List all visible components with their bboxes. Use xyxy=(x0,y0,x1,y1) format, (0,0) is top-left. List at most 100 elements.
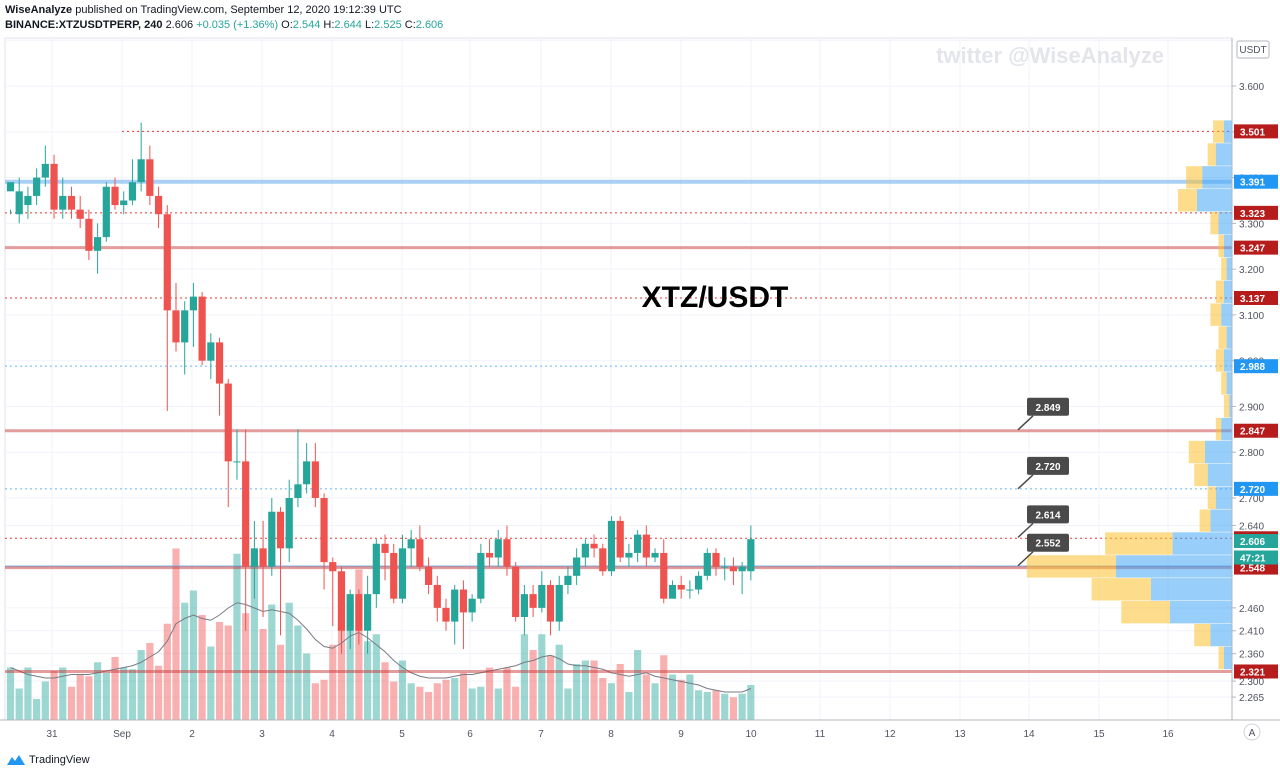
low-value: 2.525 xyxy=(374,19,402,31)
volume-bar xyxy=(564,688,572,720)
volume-profile-down xyxy=(1223,120,1232,143)
callout-box xyxy=(1027,505,1069,524)
candle-body xyxy=(67,195,76,210)
price-tag-label: 2.606 xyxy=(1240,537,1265,548)
candle-body xyxy=(721,566,729,568)
candle-body xyxy=(285,498,293,549)
volume-profile-down xyxy=(1172,532,1232,555)
candle-body xyxy=(337,571,346,631)
candle-body xyxy=(694,575,703,590)
time-tick-label: 13 xyxy=(954,729,966,740)
volume-bar xyxy=(459,672,468,720)
price-tag-box xyxy=(1234,550,1278,565)
candle-body xyxy=(355,594,363,631)
callout-label: 2.552 xyxy=(1035,539,1060,550)
published-text: published on TradingView.com, September … xyxy=(75,4,402,16)
volume-bar xyxy=(311,683,319,720)
price-tag-box xyxy=(1234,664,1278,679)
candle-body xyxy=(494,539,502,558)
candle-body xyxy=(364,594,372,631)
watermark-layer: twitter @WiseAnalyze xyxy=(936,43,1164,68)
volume-profile-up xyxy=(1218,646,1224,670)
candle-body xyxy=(198,296,206,361)
candle-body xyxy=(242,461,250,567)
candle-body xyxy=(529,594,537,608)
price-tick-label: 2.360 xyxy=(1239,650,1264,661)
volume-bar xyxy=(233,553,241,720)
low-label: L: xyxy=(364,19,375,31)
candle-body xyxy=(6,182,15,192)
candle-body xyxy=(546,584,555,622)
price-chart[interactable]: twitter @WiseAnalyze 2.849 2.720 2.614 2.55… xyxy=(0,0,1280,752)
volume-bar xyxy=(529,650,537,720)
candle-body xyxy=(442,607,450,622)
price-tag-box xyxy=(1234,290,1278,305)
volume-profile-down xyxy=(1115,555,1232,578)
callout-box xyxy=(1027,397,1069,416)
auto-scale-button[interactable]: A xyxy=(1243,723,1261,741)
volume-bar xyxy=(172,548,180,720)
volume-bar xyxy=(24,667,32,720)
candle-body xyxy=(59,195,67,210)
volume-bar xyxy=(494,688,502,720)
publisher-name[interactable]: WiseAnalyze xyxy=(5,4,73,16)
candle-body xyxy=(538,584,546,608)
price-tag-label: 3.391 xyxy=(1240,178,1265,189)
currency-badge[interactable]: USDT xyxy=(1236,40,1270,59)
volume-bar xyxy=(581,660,589,720)
volume-bar xyxy=(59,667,67,720)
volume-ma-polyline xyxy=(10,602,752,693)
volume-bar xyxy=(137,650,145,720)
price-tag-box xyxy=(1234,124,1278,139)
candle-body xyxy=(625,552,633,558)
volume-bar xyxy=(729,697,738,720)
footer-brand[interactable]: TradingView xyxy=(29,754,90,766)
close-label: C: xyxy=(404,19,416,31)
volume-bar xyxy=(607,683,616,720)
price-tick-label: 2.265 xyxy=(1239,693,1264,704)
volume-profile-down xyxy=(1229,395,1232,418)
candle-body xyxy=(599,548,607,572)
candle-body xyxy=(512,566,520,618)
volume-bar xyxy=(503,667,511,720)
candle-body xyxy=(15,191,23,215)
volume-bar xyxy=(546,655,555,720)
volume-bar xyxy=(512,686,520,720)
volume-bar xyxy=(677,679,685,720)
volume-bar xyxy=(590,660,598,720)
volume-profile-up xyxy=(1178,189,1197,212)
price-tag-label: 3.137 xyxy=(1240,294,1265,305)
volume-profile xyxy=(1026,120,1232,670)
candle-body xyxy=(94,237,102,251)
price-tag-label: 3.501 xyxy=(1240,127,1265,138)
symbol-name[interactable]: BINANCE:XTZUSDTPERP, 240 xyxy=(5,19,163,31)
volume-profile-down xyxy=(1221,303,1232,326)
candle-body xyxy=(459,589,468,613)
time-tick-label: 6 xyxy=(467,729,473,740)
candle-body xyxy=(41,163,49,178)
price-tick-label: 3.300 xyxy=(1239,219,1264,230)
candle-body xyxy=(111,186,119,206)
candle-body xyxy=(189,296,198,311)
volume-bar xyxy=(120,667,128,720)
candle-body xyxy=(215,342,224,384)
volume-profile-down xyxy=(1218,211,1232,235)
volume-bar xyxy=(6,667,15,720)
time-tick-label: 3 xyxy=(259,729,265,740)
volume-ma-line xyxy=(10,602,752,693)
candle-body xyxy=(50,163,58,210)
candle-body xyxy=(651,552,659,558)
volume-profile-down xyxy=(1221,417,1232,441)
volume-profile-up xyxy=(1207,486,1216,509)
price-tag-label: 47:21 xyxy=(1240,554,1266,565)
price-tick-label: 2.460 xyxy=(1239,604,1264,615)
price-tag-box xyxy=(1234,359,1278,374)
volume-bar xyxy=(477,686,485,720)
volume-bar xyxy=(128,669,137,720)
price-tag-box xyxy=(1234,481,1278,496)
symbol-legend: BINANCE:XTZUSDTPERP, 240 2.606 +0.035 (+… xyxy=(5,19,443,31)
candle-body xyxy=(564,575,572,585)
volume-bar xyxy=(207,646,215,720)
volume-bar xyxy=(721,693,729,720)
auto-scale-label: A xyxy=(1249,728,1256,739)
